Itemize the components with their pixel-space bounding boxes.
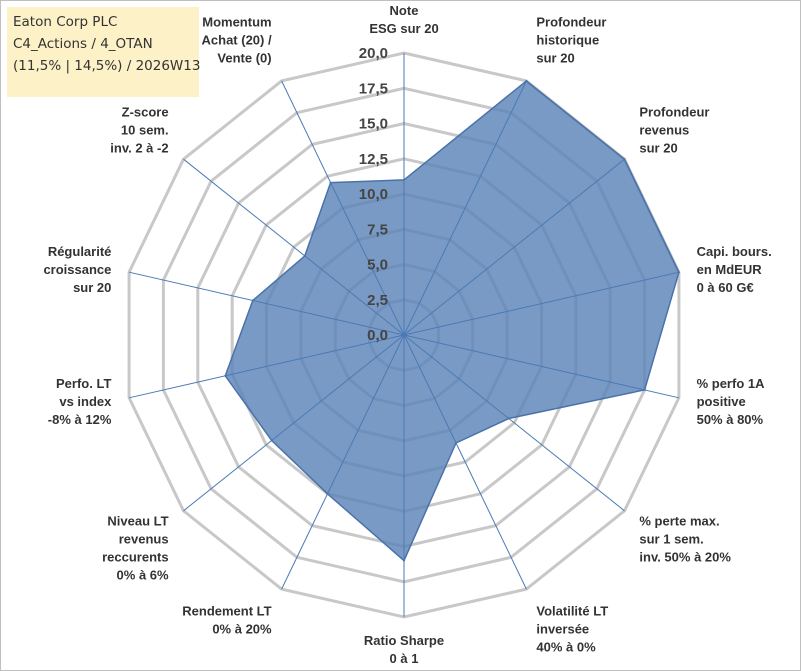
axis-label-6-line-1: inversée bbox=[536, 622, 589, 637]
data-point-10 bbox=[224, 374, 227, 377]
data-point-0 bbox=[403, 178, 405, 181]
axis-label-13: Momentum Achat (20) / Vente (0) bbox=[202, 14, 272, 65]
axis-label-11-line-2: sur 20 bbox=[73, 280, 111, 295]
axis-label-7: Ratio Sharpe 0 à 1 bbox=[364, 633, 444, 666]
axis-label-5-line-1: sur 1 sem. bbox=[639, 532, 703, 547]
tick-label-1: 2,5 bbox=[367, 292, 388, 309]
axis-spoke-11 bbox=[128, 271, 405, 336]
axis-label-9-line-3: 0% à 6% bbox=[117, 568, 169, 583]
axis-spoke-3 bbox=[403, 271, 680, 336]
weight-and-week: (11,5% | 14,5%) / 2026W13 bbox=[13, 58, 201, 74]
portfolio-path: C4_Actions / 4_OTAN bbox=[13, 36, 153, 52]
axis-label-2-line-1: revenus bbox=[639, 122, 689, 137]
axis-label-4-line-1: positive bbox=[697, 394, 746, 409]
data-point-4 bbox=[643, 388, 646, 391]
data-point-2 bbox=[623, 158, 626, 161]
axis-label-13-line-0: Momentum bbox=[202, 14, 271, 29]
data-point-9 bbox=[270, 439, 273, 442]
axis-label-4-line-0: % perfo 1A bbox=[697, 376, 766, 391]
axis-label-1-line-2: sur 20 bbox=[536, 50, 574, 65]
data-point-7 bbox=[403, 559, 405, 562]
chart-title-box: Eaton Corp PLC C4_Actions / 4_OTAN (11,5… bbox=[7, 7, 201, 97]
axis-label-6-line-2: 40% à 0% bbox=[536, 640, 596, 655]
axis-label-12: Z-score 10 sem. inv. 2 à -2 bbox=[110, 104, 168, 155]
axis-spoke-6 bbox=[403, 334, 527, 590]
axis-label-0-line-0: Note bbox=[390, 3, 419, 18]
axis-spoke-10 bbox=[128, 334, 405, 399]
tick-label-6: 15,0 bbox=[359, 116, 388, 133]
axis-label-13-line-1: Achat (20) / bbox=[202, 32, 272, 47]
axis-label-8: Rendement LT 0% à 20% bbox=[182, 604, 272, 637]
axis-label-9: Niveau LT revenus reccurents 0% à 6% bbox=[102, 514, 169, 583]
data-point-5 bbox=[507, 417, 510, 420]
axis-label-12-line-2: inv. 2 à -2 bbox=[110, 140, 168, 155]
data-point-11 bbox=[251, 299, 254, 302]
axis-spoke-8 bbox=[281, 334, 405, 590]
axis-label-9-line-1: revenus bbox=[119, 532, 169, 547]
data-series-area bbox=[224, 79, 680, 562]
axis-label-5-line-2: inv. 50% à 20% bbox=[639, 550, 731, 565]
axis-label-2-line-0: Profondeur bbox=[639, 104, 709, 119]
axis-label-8-line-0: Rendement LT bbox=[182, 604, 271, 619]
axis-label-13-line-2: Vente (0) bbox=[217, 50, 271, 65]
data-point-6 bbox=[455, 442, 457, 444]
tick-label-7: 17,5 bbox=[359, 80, 388, 97]
axis-label-7-line-1: 0 à 1 bbox=[390, 651, 419, 666]
axis-label-1: Profondeur historique sur 20 bbox=[536, 14, 606, 65]
axis-spoke-1 bbox=[403, 80, 527, 336]
axis-label-5: % perte max. sur 1 sem. inv. 50% à 20% bbox=[639, 514, 731, 565]
axis-label-9-line-2: reccurents bbox=[102, 550, 168, 565]
axis-label-0-line-1: ESG sur 20 bbox=[369, 21, 438, 36]
axis-label-8-line-1: 0% à 20% bbox=[212, 622, 272, 637]
axis-label-10-line-1: vs index bbox=[59, 394, 112, 409]
axis-label-9-line-0: Niveau LT bbox=[107, 514, 168, 529]
data-point-8 bbox=[326, 492, 329, 495]
axis-label-11: Régularité croissance sur 20 bbox=[43, 244, 111, 295]
axis-spoke-12 bbox=[183, 158, 405, 336]
data-point-12 bbox=[303, 254, 306, 257]
tick-label-3: 7,5 bbox=[367, 221, 388, 238]
axis-label-10-line-0: Perfo. LT bbox=[56, 376, 111, 391]
tick-label-5: 12,5 bbox=[359, 151, 388, 168]
tick-label-8: 20,0 bbox=[359, 45, 388, 62]
axis-spoke-2 bbox=[403, 158, 625, 336]
axis-label-10-line-2: -8% à 12% bbox=[48, 412, 112, 427]
axis-label-1-line-1: historique bbox=[536, 32, 599, 47]
axis-label-3-line-1: en MdEUR bbox=[697, 262, 763, 277]
axis-label-11-line-0: Régularité bbox=[48, 244, 112, 259]
axis-label-12-line-0: Z-score bbox=[122, 104, 169, 119]
data-point-13 bbox=[329, 181, 332, 184]
axis-label-2: Profondeur revenus sur 20 bbox=[639, 104, 709, 155]
axis-label-1-line-0: Profondeur bbox=[536, 14, 606, 29]
company-name: Eaton Corp PLC bbox=[13, 14, 118, 30]
axis-label-2-line-2: sur 20 bbox=[639, 140, 677, 155]
axis-label-7-line-0: Ratio Sharpe bbox=[364, 633, 444, 648]
axis-label-6: Volatilité LT inversée 40% à 0% bbox=[536, 604, 608, 655]
data-point-1 bbox=[525, 79, 528, 82]
axis-spoke-4 bbox=[403, 334, 680, 399]
axis-label-3: Capi. bours. en MdEUR 0 à 60 G€ bbox=[697, 244, 772, 295]
axis-label-4-line-2: 50% à 80% bbox=[697, 412, 764, 427]
axis-label-3-line-0: Capi. bours. bbox=[697, 244, 772, 259]
tick-label-4: 10,0 bbox=[359, 186, 388, 203]
tick-label-0: 0,0 bbox=[367, 327, 388, 344]
data-point-3 bbox=[677, 271, 680, 274]
tick-label-2: 5,0 bbox=[367, 257, 388, 274]
axis-spoke-5 bbox=[403, 334, 625, 512]
axis-label-5-line-0: % perte max. bbox=[639, 514, 719, 529]
axis-label-0: Note ESG sur 20 bbox=[369, 3, 438, 36]
axis-spoke-13 bbox=[281, 80, 405, 336]
axis-label-12-line-1: 10 sem. bbox=[121, 122, 169, 137]
axis-spoke-9 bbox=[183, 334, 405, 512]
axis-label-11-line-1: croissance bbox=[43, 262, 111, 277]
axis-label-10: Perfo. LT vs index -8% à 12% bbox=[48, 376, 112, 427]
axis-label-4: % perfo 1A positive 50% à 80% bbox=[697, 376, 766, 427]
axis-label-6-line-0: Volatilité LT bbox=[536, 604, 608, 619]
axis-label-3-line-2: 0 à 60 G€ bbox=[697, 280, 754, 295]
